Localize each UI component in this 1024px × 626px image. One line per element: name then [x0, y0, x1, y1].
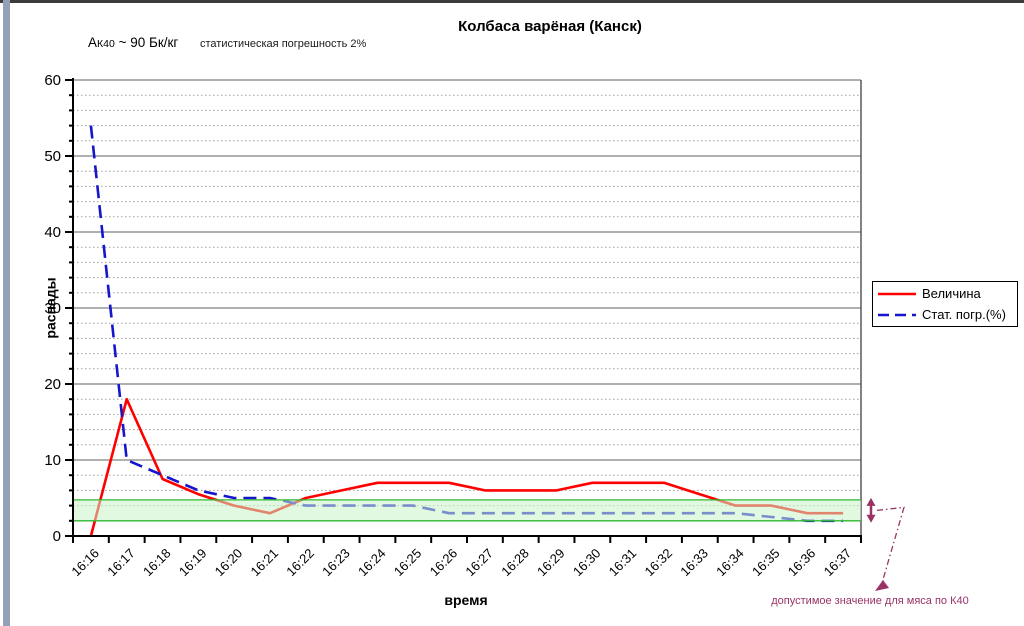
activity-isotope: К40 [97, 38, 115, 50]
legend-label: Величина [922, 286, 981, 301]
legend-item: Величина [877, 285, 1013, 303]
svg-text:16:26: 16:26 [427, 546, 461, 580]
x-axis-title: время [444, 592, 488, 608]
svg-text:40: 40 [44, 224, 61, 241]
svg-text:16:34: 16:34 [713, 546, 747, 580]
svg-text:20: 20 [44, 376, 61, 393]
svg-text:16:16: 16:16 [68, 546, 102, 580]
stat-error-note: статистическая погрешность 2% [200, 38, 367, 50]
svg-text:16:30: 16:30 [570, 546, 604, 580]
svg-text:16:25: 16:25 [391, 546, 425, 580]
chart-legend: Величина Стат. погр.(%) [872, 281, 1018, 327]
legend-label: Стат. погр.(%) [922, 307, 1006, 322]
window-left-edge [3, 0, 10, 626]
legend-line-swatch-solid [878, 292, 916, 295]
svg-text:60: 60 [44, 72, 61, 89]
svg-text:16:21: 16:21 [248, 546, 282, 580]
chart-title: Колбаса варёная (Канск) [458, 18, 642, 35]
svg-text:16:17: 16:17 [104, 546, 138, 580]
legend-line-swatch-dashed [878, 313, 916, 316]
svg-text:16:23: 16:23 [319, 546, 353, 580]
svg-text:16:33: 16:33 [677, 546, 711, 580]
legend-item: Стат. погр.(%) [877, 306, 1013, 324]
svg-text:16:27: 16:27 [462, 546, 496, 580]
svg-text:16:24: 16:24 [355, 546, 389, 580]
activity-prefix: А [88, 35, 98, 50]
svg-text:16:20: 16:20 [212, 546, 246, 580]
svg-text:16:29: 16:29 [534, 546, 568, 580]
svg-text:16:19: 16:19 [176, 546, 210, 580]
svg-text:16:36: 16:36 [785, 546, 819, 580]
permissible-value-label: допустимое значение для мяса по К40 [771, 595, 969, 607]
svg-text:16:28: 16:28 [498, 546, 532, 580]
svg-text:16:32: 16:32 [642, 546, 676, 580]
svg-text:16:35: 16:35 [749, 546, 783, 580]
window-top-edge [0, 0, 1024, 3]
svg-text:16:31: 16:31 [606, 546, 640, 580]
svg-text:0: 0 [53, 528, 61, 545]
svg-text:30: 30 [44, 300, 61, 317]
svg-text:16:37: 16:37 [821, 546, 855, 580]
svg-text:10: 10 [44, 452, 61, 469]
activity-annotation: АК40 ~ 90 Бк/кг [88, 35, 178, 50]
svg-text:16:22: 16:22 [283, 546, 317, 580]
activity-value: ~ 90 Бк/кг [114, 35, 179, 50]
svg-text:16:18: 16:18 [140, 546, 174, 580]
svg-text:50: 50 [44, 148, 61, 165]
